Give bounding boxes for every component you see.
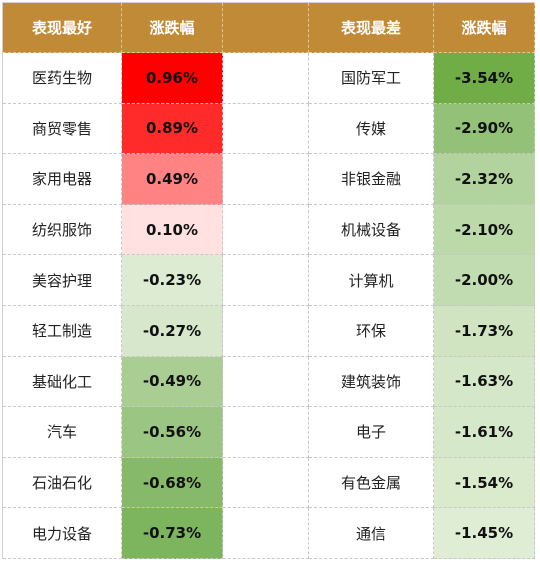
best-sector-name: 电力设备 xyxy=(3,508,122,559)
row-spacer xyxy=(223,204,309,256)
worst-sector-name: 通信 xyxy=(309,508,434,559)
worst-sector-name: 电子 xyxy=(309,407,434,458)
worst-sector-change: -2.32% xyxy=(434,154,535,205)
header-worst: 表现最差 xyxy=(309,3,434,53)
worst-sector-change: -1.54% xyxy=(434,457,535,509)
best-sector-change: -0.49% xyxy=(122,356,223,408)
row-spacer xyxy=(223,255,309,306)
best-sector-name: 医药生物 xyxy=(3,53,122,104)
best-sector-name: 纺织服饰 xyxy=(3,204,122,256)
best-sector-change: -0.23% xyxy=(122,255,223,306)
worst-sector-change: -2.90% xyxy=(434,103,535,155)
worst-sector-change: -1.63% xyxy=(434,356,535,408)
worst-sector-change: -3.54% xyxy=(434,53,535,104)
row-spacer xyxy=(223,154,309,205)
row-spacer xyxy=(223,356,309,408)
best-sector-name: 汽车 xyxy=(3,407,122,458)
row-spacer xyxy=(223,508,309,559)
best-sector-change: -0.27% xyxy=(122,305,223,357)
worst-sector-change: -1.61% xyxy=(434,407,535,458)
best-sector-change: -0.73% xyxy=(122,508,223,559)
row-spacer xyxy=(223,53,309,104)
performance-table: 表现最好 涨跌幅 表现最差 涨跌幅 医药生物 0.96% 国防军工 -3.54% 商贸零… xyxy=(2,2,535,559)
worst-sector-name: 国防军工 xyxy=(309,53,434,104)
worst-sector-change: -2.10% xyxy=(434,204,535,256)
best-sector-name: 石油石化 xyxy=(3,457,122,509)
best-sector-change: -0.56% xyxy=(122,407,223,458)
worst-sector-change: -1.73% xyxy=(434,305,535,357)
header-best: 表现最好 xyxy=(3,3,122,53)
worst-sector-name: 机械设备 xyxy=(309,204,434,256)
worst-sector-change: -2.00% xyxy=(434,255,535,306)
best-sector-name: 轻工制造 xyxy=(3,305,122,357)
worst-sector-name: 环保 xyxy=(309,305,434,357)
worst-sector-name: 有色金属 xyxy=(309,457,434,509)
header-worst-change: 涨跌幅 xyxy=(434,3,535,53)
best-sector-change: 0.89% xyxy=(122,103,223,155)
row-spacer xyxy=(223,103,309,155)
worst-sector-name: 计算机 xyxy=(309,255,434,306)
best-sector-change: 0.96% xyxy=(122,53,223,104)
row-spacer xyxy=(223,457,309,509)
worst-sector-name: 建筑装饰 xyxy=(309,356,434,408)
worst-sector-name: 非银金融 xyxy=(309,154,434,205)
header-best-change: 涨跌幅 xyxy=(122,3,223,53)
header-spacer xyxy=(223,3,309,53)
best-sector-change: 0.10% xyxy=(122,204,223,256)
best-sector-name: 基础化工 xyxy=(3,356,122,408)
best-sector-change: -0.68% xyxy=(122,457,223,509)
best-sector-name: 商贸零售 xyxy=(3,103,122,155)
worst-sector-name: 传媒 xyxy=(309,103,434,155)
best-sector-name: 美容护理 xyxy=(3,255,122,306)
worst-sector-change: -1.45% xyxy=(434,508,535,559)
best-sector-name: 家用电器 xyxy=(3,154,122,205)
best-sector-change: 0.49% xyxy=(122,154,223,205)
row-spacer xyxy=(223,407,309,458)
row-spacer xyxy=(223,305,309,357)
